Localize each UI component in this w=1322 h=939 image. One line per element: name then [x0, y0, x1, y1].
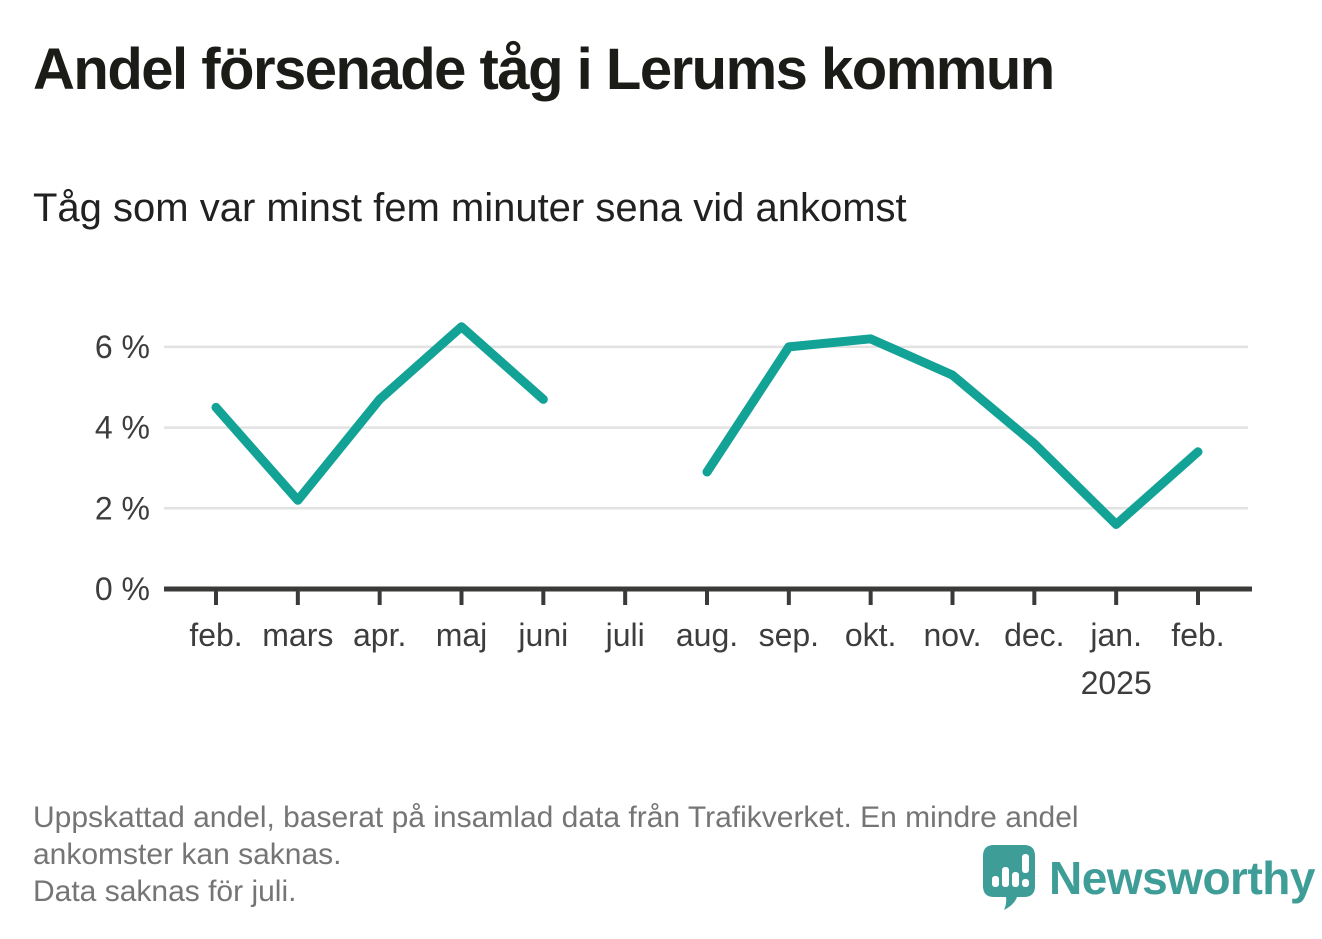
x-tick-label: juni [517, 617, 568, 653]
x-year-label: 2025 [1081, 665, 1152, 701]
newsworthy-bubble-chart-icon [983, 845, 1035, 910]
y-tick-label: 2 % [95, 490, 150, 526]
y-tick-label: 4 % [95, 410, 150, 446]
logo-bar-tall [1002, 867, 1009, 887]
delay-line-segment [702, 334, 1203, 529]
footnote-line: Data saknas för juli. [33, 875, 297, 908]
x-tick-label: okt. [845, 617, 897, 653]
footnote: Uppskattad andel, baserat på insamlad da… [33, 799, 1079, 910]
y-tick-label: 0 % [95, 571, 150, 607]
x-tick-label: jan. [1089, 617, 1142, 653]
footnote-line: Uppskattad andel, baserat på insamlad da… [33, 801, 1079, 834]
x-tick-label: maj [436, 617, 488, 653]
y-tick-label: 6 % [95, 329, 150, 365]
x-tick-label: mars [262, 617, 333, 653]
x-tick-label: apr. [353, 617, 406, 653]
x-tick-label: feb. [1171, 617, 1224, 653]
delay-line-segment [211, 322, 548, 505]
chart-title: Andel försenade tåg i Lerums kommun [33, 37, 1055, 102]
chart-subtitle: Tåg som var minst fem minuter sena vid a… [33, 186, 907, 230]
logo-bar-mid [1012, 872, 1019, 887]
logo-exclamation-bar [1022, 854, 1029, 873]
line-chart: 0 % 2 % 4 % 6 % feb. mars apr. maj juni juli aug. s… [95, 322, 1252, 701]
x-tick-label: feb. [189, 617, 242, 653]
x-tick-label: juli [605, 617, 645, 653]
newsworthy-wordmark: Newsworthy [1049, 852, 1315, 904]
footnote-line: ankomster kan saknas. [33, 838, 342, 871]
x-tick-label: sep. [759, 617, 819, 653]
x-tick-label: dec. [1004, 617, 1064, 653]
logo-bar-small [992, 876, 999, 887]
newsworthy-logo: Newsworthy [983, 845, 1315, 911]
x-tick-label: aug. [676, 617, 738, 653]
logo-exclamation-dot [1022, 879, 1029, 887]
x-tick-label: nov. [923, 617, 981, 653]
